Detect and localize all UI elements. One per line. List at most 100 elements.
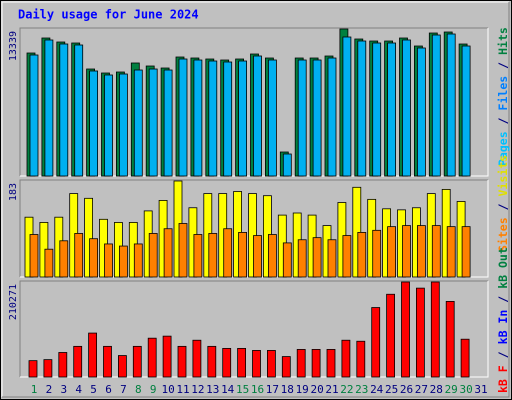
x-tick-label: 3: [60, 383, 67, 396]
bar: [89, 70, 98, 177]
bar: [402, 39, 411, 177]
x-tick-label: 23: [355, 383, 368, 396]
x-tick-label: 8: [135, 383, 142, 396]
legend-entry: Hits: [496, 27, 510, 55]
bar: [296, 349, 306, 378]
bar: [266, 350, 276, 378]
x-tick-label: 28: [430, 383, 443, 396]
x-tick-label: 31: [474, 383, 487, 396]
bar: [238, 60, 248, 177]
bar: [222, 347, 232, 378]
bar: [253, 55, 262, 177]
legend-entry: kB Out: [496, 247, 510, 289]
bar: [119, 73, 128, 177]
bar: [44, 39, 54, 177]
bar: [297, 59, 307, 177]
bar: [29, 234, 39, 278]
panel-border: [19, 27, 488, 176]
x-tick-label: 25: [385, 383, 398, 396]
bar: [163, 228, 173, 278]
y-tick-label: 210271: [8, 284, 19, 320]
panel-border: [19, 179, 488, 277]
x-tick-label: 2: [46, 383, 53, 396]
bar: [297, 239, 307, 278]
bar: [84, 197, 93, 278]
bar: [356, 340, 366, 378]
bar: [312, 59, 322, 177]
bar: [372, 229, 382, 278]
x-tick-label: 13: [206, 383, 219, 396]
x-tick-label: 15: [236, 383, 249, 396]
legend-entry: Visits: [496, 155, 510, 197]
bar: [327, 239, 337, 278]
bar: [178, 223, 188, 278]
legend-entry: /: [496, 351, 510, 358]
bar: [88, 332, 97, 378]
x-tick-label: 24: [370, 383, 384, 396]
legend-entry: /: [496, 117, 510, 124]
bar: [119, 245, 128, 278]
bar: [430, 281, 440, 378]
x-tick-label: 9: [150, 383, 157, 396]
bar: [74, 233, 84, 278]
bar: [357, 232, 367, 278]
bar: [327, 57, 337, 177]
bar: [193, 234, 203, 278]
bar: [132, 345, 142, 378]
x-tick-label: 16: [251, 383, 264, 396]
bar: [386, 293, 396, 378]
bar: [312, 237, 322, 278]
legend-entry: Pages: [496, 131, 510, 166]
side-legend: Pages / Files / Hits: [496, 27, 510, 166]
bar: [104, 243, 113, 278]
bar: [59, 240, 69, 278]
legend-entry: kB F: [496, 365, 510, 393]
bar: [402, 225, 411, 278]
bar: [74, 44, 84, 177]
bar: [267, 59, 277, 177]
bar: [162, 335, 172, 378]
bar: [446, 33, 456, 177]
bar: [178, 58, 188, 177]
legend-entry: /: [496, 203, 510, 210]
bar: [208, 233, 218, 278]
bar: [208, 60, 218, 177]
bar: [147, 337, 157, 378]
x-tick-label: 20: [310, 383, 323, 396]
bar: [104, 74, 113, 177]
bar: [446, 226, 456, 278]
bar: [281, 356, 291, 378]
x-tick-label: 12: [191, 383, 204, 396]
x-tick-label: 7: [120, 383, 127, 396]
bar: [342, 235, 352, 278]
legend-entry: /: [496, 62, 510, 69]
y-tick-label: 13339: [8, 31, 19, 61]
legend-entry: Sites: [496, 217, 510, 252]
bar: [342, 36, 352, 177]
bar: [416, 47, 426, 177]
bar: [118, 355, 127, 378]
bar: [237, 347, 247, 378]
x-tick-label: 19: [296, 383, 309, 396]
bar: [431, 34, 441, 177]
bar: [372, 42, 382, 177]
y-tick-label: 183: [8, 183, 19, 201]
bar: [192, 339, 202, 378]
bar: [44, 248, 54, 278]
bar: [387, 42, 397, 177]
bar: [59, 43, 69, 177]
bar: [282, 153, 292, 177]
side-legend: kB F / kB In / kB Out: [496, 247, 510, 393]
x-tick-label: 27: [415, 383, 428, 396]
bar: [387, 226, 397, 278]
x-tick-label: 26: [400, 383, 413, 396]
bar: [148, 68, 158, 177]
x-tick-label: 17: [266, 383, 279, 396]
bar: [311, 349, 321, 378]
bar: [341, 339, 351, 378]
x-tick-label: 6: [105, 383, 112, 396]
x-tick-label: 5: [90, 383, 97, 396]
bar: [415, 287, 425, 378]
bar: [28, 360, 38, 378]
